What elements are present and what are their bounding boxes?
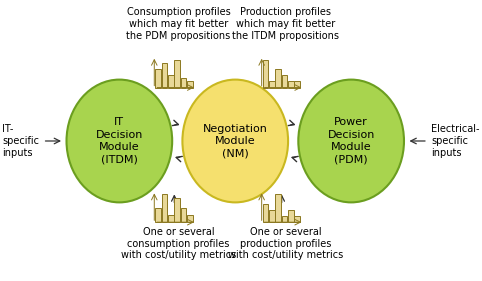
Text: Electrical-
specific
inputs: Electrical- specific inputs — [431, 124, 480, 158]
Bar — [174, 60, 180, 87]
Bar — [263, 204, 268, 222]
Text: Production profiles
which may fit better
the ITDM propositions: Production profiles which may fit better… — [232, 7, 339, 40]
Bar — [181, 208, 187, 222]
Text: IT-
specific
inputs: IT- specific inputs — [2, 124, 39, 158]
Bar — [155, 69, 161, 87]
Bar — [281, 216, 287, 222]
Bar — [295, 81, 300, 87]
Bar — [269, 81, 275, 87]
Bar — [187, 81, 193, 87]
Ellipse shape — [182, 80, 288, 202]
Text: IT
Decision
Module
(ITDM): IT Decision Module (ITDM) — [95, 117, 143, 165]
Text: One or several
production profiles
with cost/utility metrics: One or several production profiles with … — [228, 227, 344, 260]
Bar — [161, 63, 167, 87]
Bar — [161, 194, 167, 222]
Text: Negotiation
Module
(NM): Negotiation Module (NM) — [203, 124, 268, 158]
Bar — [281, 75, 287, 87]
Bar — [275, 194, 281, 222]
Text: Consumption profiles
which may fit better
the PDM propositions: Consumption profiles which may fit bette… — [126, 7, 231, 40]
Bar — [181, 78, 187, 87]
Bar — [263, 60, 268, 87]
Ellipse shape — [298, 80, 404, 202]
Bar — [275, 69, 281, 87]
Bar — [155, 208, 161, 222]
Bar — [288, 81, 294, 87]
Bar — [187, 215, 193, 222]
Bar — [269, 210, 275, 222]
Bar — [168, 215, 174, 222]
Bar — [288, 210, 294, 222]
Bar — [295, 216, 300, 222]
Text: Power
Decision
Module
(PDM): Power Decision Module (PDM) — [327, 117, 375, 165]
Bar — [174, 198, 180, 222]
Bar — [168, 75, 174, 87]
Text: One or several
consumption profiles
with cost/utility metrics: One or several consumption profiles with… — [121, 227, 236, 260]
Ellipse shape — [67, 80, 172, 202]
